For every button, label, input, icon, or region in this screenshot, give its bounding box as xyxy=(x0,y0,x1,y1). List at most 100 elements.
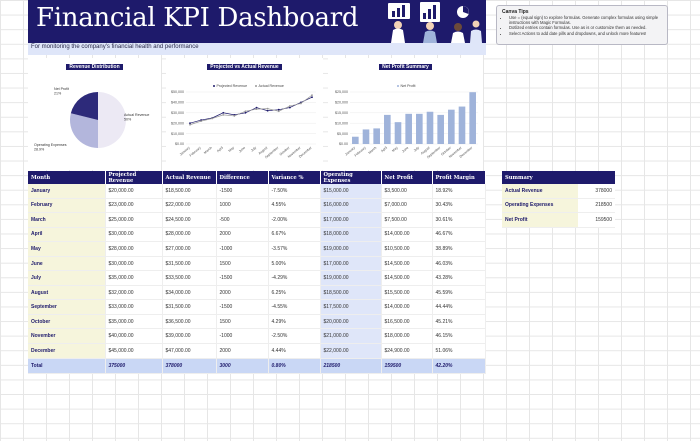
cell-net-profit[interactable]: $14,000.00 xyxy=(381,227,433,243)
cell-projected-revenue[interactable]: $30,000.00 xyxy=(105,227,163,243)
cell-actual-revenue[interactable]: $36,500.00 xyxy=(162,314,217,330)
cell-variance[interactable]: -7.50% xyxy=(268,184,321,199)
header-actual-revenue[interactable]: Actual Revenue xyxy=(162,171,217,184)
cell-month[interactable]: June xyxy=(28,256,106,272)
cell-actual-revenue[interactable]: $34,000.00 xyxy=(162,285,217,301)
cell-variance[interactable]: -3.57% xyxy=(268,241,321,257)
cell-net-profit[interactable]: $14,500.00 xyxy=(381,256,433,272)
summary-value[interactable]: 378000 xyxy=(578,184,615,199)
total-cell-projected-revenue[interactable]: 375000 xyxy=(105,358,163,374)
cell-actual-revenue[interactable]: $33,500.00 xyxy=(162,270,217,286)
cell-profit-margin[interactable]: 38.89% xyxy=(432,241,486,257)
summary-label[interactable]: Operating Expenses xyxy=(502,198,578,214)
header-profit-margin[interactable]: Profit Margin xyxy=(432,171,486,184)
cell-difference[interactable]: 2000 xyxy=(216,285,269,301)
header-operating-expenses[interactable]: Operating Expenses xyxy=(320,171,382,184)
cell-operating-expenses[interactable]: $19,000.00 xyxy=(320,270,382,286)
cell-operating-expenses[interactable]: $21,000.00 xyxy=(320,328,382,345)
cell-projected-revenue[interactable]: $23,000.00 xyxy=(105,198,163,214)
cell-profit-margin[interactable]: 51.06% xyxy=(432,343,486,359)
header-difference[interactable]: Difference xyxy=(216,171,269,184)
cell-operating-expenses[interactable]: $18,500.00 xyxy=(320,285,382,301)
summary-header[interactable]: Summary xyxy=(502,171,615,184)
cell-month[interactable]: May xyxy=(28,241,106,257)
total-cell-month[interactable]: Total xyxy=(28,358,106,374)
total-cell-net-profit[interactable]: 159500 xyxy=(381,358,433,374)
cell-difference[interactable]: -1000 xyxy=(216,328,269,345)
cell-profit-margin[interactable]: 46.15% xyxy=(432,328,486,345)
summary-value[interactable]: 218500 xyxy=(578,198,615,214)
cell-net-profit[interactable]: $14,500.00 xyxy=(381,270,433,286)
cell-variance[interactable]: 4.44% xyxy=(268,343,321,359)
cell-net-profit[interactable]: $24,900.00 xyxy=(381,343,433,359)
cell-month[interactable]: April xyxy=(28,227,106,243)
cell-projected-revenue[interactable]: $20,000.00 xyxy=(105,184,163,199)
cell-net-profit[interactable]: $7,000.00 xyxy=(381,198,433,214)
projected-vs-actual-chart[interactable]: Projected vs Actual Revenue $0.00 $10,000… xyxy=(166,58,323,170)
cell-profit-margin[interactable]: 45.21% xyxy=(432,314,486,330)
header-month[interactable]: Month xyxy=(28,171,106,184)
cell-difference[interactable]: 1500 xyxy=(216,256,269,272)
summary-label[interactable]: Actual Revenue xyxy=(502,184,578,199)
cell-variance[interactable]: -2.50% xyxy=(268,328,321,345)
cell-actual-revenue[interactable]: $22,000.00 xyxy=(162,198,217,214)
cell-projected-revenue[interactable]: $33,000.00 xyxy=(105,299,163,315)
cell-operating-expenses[interactable]: $15,000.00 xyxy=(320,184,382,199)
cell-projected-revenue[interactable]: $45,000.00 xyxy=(105,343,163,359)
cell-difference[interactable]: 1000 xyxy=(216,198,269,214)
cell-month[interactable]: July xyxy=(28,270,106,286)
total-cell-operating-expenses[interactable]: 218500 xyxy=(320,358,382,374)
cell-difference[interactable]: -1500 xyxy=(216,299,269,315)
cell-net-profit[interactable]: $3,500.00 xyxy=(381,184,433,199)
cell-profit-margin[interactable]: 46.03% xyxy=(432,256,486,272)
cell-month[interactable]: February xyxy=(28,198,106,214)
cell-net-profit[interactable]: $16,500.00 xyxy=(381,314,433,330)
cell-projected-revenue[interactable]: $25,000.00 xyxy=(105,212,163,228)
cell-variance[interactable]: 6.67% xyxy=(268,227,321,243)
cell-projected-revenue[interactable]: $32,000.00 xyxy=(105,285,163,301)
cell-profit-margin[interactable]: 44.44% xyxy=(432,299,486,315)
cell-variance[interactable]: 4.29% xyxy=(268,314,321,330)
net-profit-summary-chart[interactable]: Net Profit Summary $0.00 $5,000 $10,000 $15… xyxy=(328,58,483,170)
cell-actual-revenue[interactable]: $47,000.00 xyxy=(162,343,217,359)
cell-month[interactable]: January xyxy=(28,184,106,199)
cell-variance[interactable]: 6.25% xyxy=(268,285,321,301)
cell-actual-revenue[interactable]: $27,000.00 xyxy=(162,241,217,257)
cell-variance[interactable]: 4.55% xyxy=(268,198,321,214)
revenue-distribution-chart[interactable]: Revenue Distribution Actual Revenue 50% Op… xyxy=(28,58,161,170)
cell-operating-expenses[interactable]: $19,000.00 xyxy=(320,241,382,257)
cell-projected-revenue[interactable]: $30,000.00 xyxy=(105,256,163,272)
cell-month[interactable]: September xyxy=(28,299,106,315)
cell-variance[interactable]: -4.55% xyxy=(268,299,321,315)
cell-profit-margin[interactable]: 30.61% xyxy=(432,212,486,228)
summary-value[interactable]: 159500 xyxy=(578,212,615,228)
cell-profit-margin[interactable]: 18.92% xyxy=(432,184,486,199)
cell-profit-margin[interactable]: 43.28% xyxy=(432,270,486,286)
cell-difference[interactable]: -1500 xyxy=(216,270,269,286)
cell-difference[interactable]: -1500 xyxy=(216,184,269,199)
cell-operating-expenses[interactable]: $17,000.00 xyxy=(320,212,382,228)
cell-difference[interactable]: -500 xyxy=(216,212,269,228)
cell-profit-margin[interactable]: 30.43% xyxy=(432,198,486,214)
cell-profit-margin[interactable]: 46.67% xyxy=(432,227,486,243)
cell-projected-revenue[interactable]: $28,000.00 xyxy=(105,241,163,257)
cell-operating-expenses[interactable]: $17,500.00 xyxy=(320,299,382,315)
total-cell-variance[interactable]: 0.80% xyxy=(268,358,321,374)
cell-actual-revenue[interactable]: $39,000.00 xyxy=(162,328,217,345)
total-cell-difference[interactable]: 3000 xyxy=(216,358,269,374)
cell-operating-expenses[interactable]: $16,000.00 xyxy=(320,198,382,214)
cell-month[interactable]: November xyxy=(28,328,106,345)
cell-actual-revenue[interactable]: $28,000.00 xyxy=(162,227,217,243)
cell-difference[interactable]: -1000 xyxy=(216,241,269,257)
cell-profit-margin[interactable]: 45.59% xyxy=(432,285,486,301)
cell-actual-revenue[interactable]: $18,500.00 xyxy=(162,184,217,199)
cell-operating-expenses[interactable]: $20,000.00 xyxy=(320,314,382,330)
cell-projected-revenue[interactable]: $35,000.00 xyxy=(105,314,163,330)
cell-month[interactable]: March xyxy=(28,212,106,228)
cell-net-profit[interactable]: $7,500.00 xyxy=(381,212,433,228)
cell-month[interactable]: October xyxy=(28,314,106,330)
total-cell-actual-revenue[interactable]: 378000 xyxy=(162,358,217,374)
cell-month[interactable]: December xyxy=(28,343,106,359)
cell-variance[interactable]: -4.29% xyxy=(268,270,321,286)
header-net-profit[interactable]: Net Profit xyxy=(381,171,433,184)
